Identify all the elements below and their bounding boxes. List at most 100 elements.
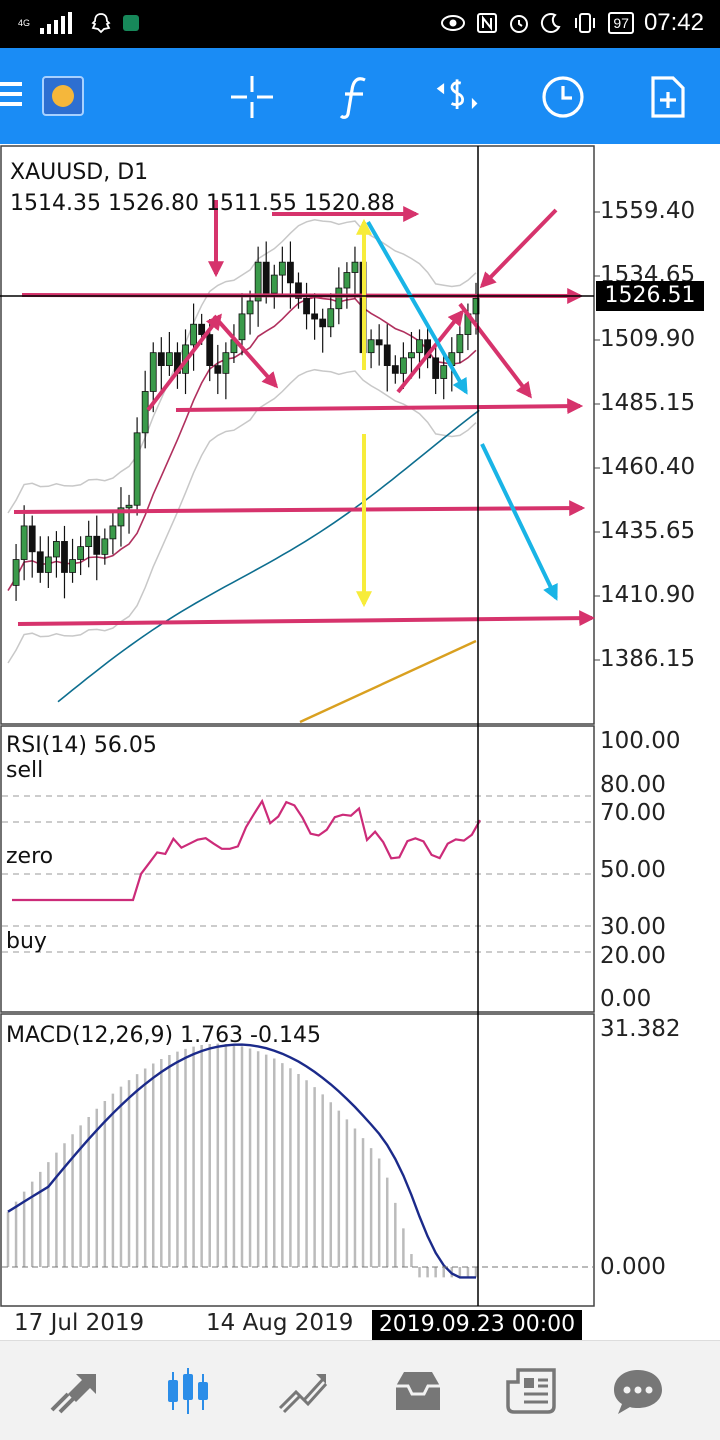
- cursor-date-label: 2019.09.23 00:00: [372, 1310, 582, 1340]
- status-right: 97 07:42: [440, 9, 704, 37]
- macd-title: MACD(12,26,9) 1.763 -0.145: [6, 1023, 321, 1048]
- trend-arrow: [146, 313, 222, 412]
- candle-body: [270, 274, 278, 294]
- trade-tab-icon[interactable]: [270, 1363, 334, 1419]
- rsi-panel-border: [0, 725, 595, 1013]
- candle-body: [399, 357, 407, 374]
- bollinger-bands: [7, 219, 480, 724]
- status-bar: 4G 97 07:42: [0, 0, 720, 48]
- candle-body: [190, 323, 197, 346]
- chart-canvas[interactable]: [0, 144, 720, 1340]
- ma-long: [299, 639, 477, 724]
- clock: 07:42: [643, 9, 704, 36]
- current-price-label: 1526.51: [596, 281, 704, 311]
- candle-body: [85, 535, 93, 548]
- price-tick: 1460.40: [600, 454, 696, 480]
- rsi-title: RSI(14) 56.05: [6, 733, 157, 758]
- trade-icon[interactable]: [433, 72, 483, 122]
- network-type: 4G: [18, 18, 31, 28]
- ohlc-values: 1514.35 1526.80 1511.55 1520.88: [10, 191, 395, 216]
- candle-body: [335, 287, 343, 310]
- candle-body: [36, 551, 44, 573]
- candle-body: [456, 334, 464, 354]
- rsi-level-lines: [2, 795, 594, 953]
- chart-icon[interactable]: [156, 1363, 220, 1419]
- candle-body: [141, 391, 149, 434]
- bottom-navigation: [0, 1340, 720, 1440]
- signal-icon: [40, 12, 73, 34]
- timeframe-icon[interactable]: [538, 72, 588, 122]
- news-icon[interactable]: [500, 1363, 564, 1419]
- candle-body: [125, 504, 133, 509]
- new-chart-icon[interactable]: [642, 72, 692, 122]
- candle-body: [93, 535, 101, 555]
- rsi-buy-label: buy: [6, 929, 47, 954]
- menu-icon[interactable]: [0, 82, 22, 112]
- app-logo-icon[interactable]: [42, 76, 84, 116]
- candle-body: [408, 352, 415, 359]
- trend-drawings: [13, 200, 596, 627]
- candle-body: [440, 365, 448, 379]
- price-tick: 1485.15: [600, 390, 696, 416]
- nfc-icon: [477, 13, 498, 33]
- chart-toolbar: [0, 48, 720, 144]
- eye-icon: [441, 15, 466, 31]
- candle-body: [77, 546, 85, 560]
- candle-body: [295, 282, 302, 299]
- rsi-level: 50.00: [600, 857, 666, 883]
- rsi-sell-label: sell: [6, 758, 44, 783]
- candle-body: [198, 323, 206, 335]
- battery-indicator: 97: [608, 12, 634, 34]
- candle-body: [101, 538, 109, 555]
- crosshair-icon[interactable]: [227, 72, 277, 122]
- symbol-title: XAUUSD, D1: [10, 160, 149, 185]
- band-upper: [7, 219, 477, 514]
- rsi-level: 30.00: [600, 914, 666, 940]
- rsi-level: 70.00: [600, 800, 666, 826]
- trend-arrow: [13, 500, 586, 517]
- macd-panel-border: [0, 1013, 595, 1307]
- rsi-level: 20.00: [600, 943, 666, 969]
- candle-body: [206, 334, 214, 367]
- price-tick: 1410.90: [600, 582, 696, 608]
- candle-body: [222, 352, 230, 374]
- price-tick: 1386.15: [600, 646, 696, 672]
- rsi-level: 100.00: [600, 728, 681, 754]
- candle-body: [327, 308, 335, 328]
- messages-icon[interactable]: [606, 1363, 670, 1419]
- price-tick: 1509.90: [600, 326, 696, 352]
- indicators-icon[interactable]: [330, 72, 380, 122]
- macd-signal-line: [7, 1043, 476, 1279]
- candle-body: [472, 297, 480, 315]
- candle-body: [383, 344, 391, 367]
- date-tick: 17 Jul 2019: [14, 1310, 145, 1336]
- price-axis-ticks: [594, 211, 600, 661]
- date-tick: 14 Aug 2019: [206, 1310, 354, 1336]
- price-tick: 1559.40: [600, 198, 696, 224]
- rsi-level: 0.00: [600, 986, 652, 1012]
- trend-arrow: [480, 443, 558, 601]
- trend-arrow: [458, 302, 532, 399]
- chart-workspace[interactable]: XAUUSD, D1 1514.35 1526.80 1511.55 1520.…: [0, 144, 720, 1340]
- quotes-icon[interactable]: [42, 1363, 106, 1419]
- vibrate-icon: [575, 13, 596, 33]
- candle-body: [20, 525, 28, 560]
- trend-arrow: [396, 309, 464, 394]
- candle-body: [117, 507, 125, 527]
- candle-body: [391, 365, 399, 374]
- trend-arrow: [212, 314, 279, 389]
- candle-body: [432, 357, 440, 379]
- trend-arrow: [175, 398, 584, 415]
- candle-body: [44, 556, 52, 573]
- candle-body: [254, 261, 262, 302]
- candle-body: [246, 300, 254, 315]
- candle-body: [287, 261, 294, 284]
- moon-icon: [541, 13, 561, 34]
- history-icon[interactable]: [386, 1363, 450, 1419]
- macd-histogram: [6, 1043, 478, 1278]
- candle-body: [311, 313, 319, 320]
- candle-body: [28, 525, 36, 553]
- candle-body: [375, 339, 383, 346]
- candle-body: [109, 525, 117, 540]
- macd-zero-label: 0.000: [600, 1254, 666, 1280]
